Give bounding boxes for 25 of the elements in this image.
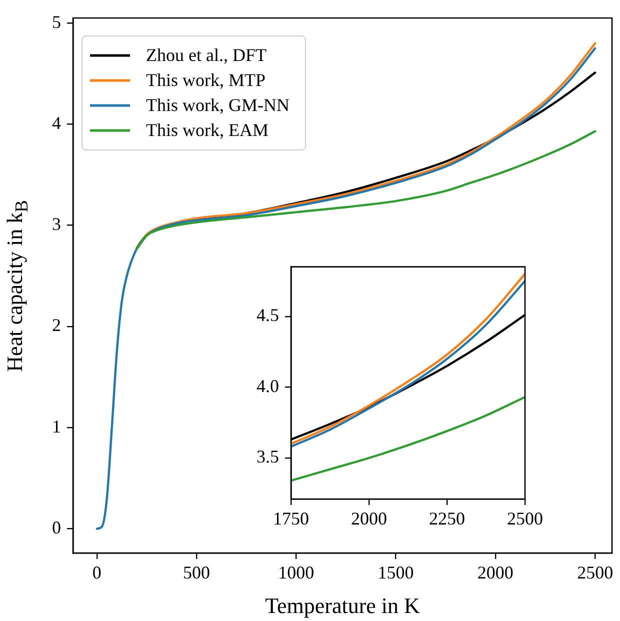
x-axis-title: Temperature in K [265, 593, 420, 619]
y-tick-label: 4.5 [256, 305, 279, 326]
y-tick-label: 3.5 [256, 446, 279, 467]
y-tick-label: 1 [52, 416, 61, 436]
x-tick-label: 2500 [577, 562, 614, 583]
x-tick-label: 1000 [278, 562, 314, 583]
legend-label: This work, MTP [146, 70, 266, 90]
x-tick-label: 1750 [273, 508, 309, 529]
x-tick-label: 500 [183, 562, 210, 583]
legend-label: This work, EAM [146, 120, 268, 140]
y-tick-label: 5 [52, 12, 61, 32]
line-series [291, 396, 525, 482]
x-tick-label: 2000 [477, 562, 514, 583]
x-tick-label: 2000 [351, 508, 387, 529]
legend-label: Zhou et al., DFT [146, 45, 266, 66]
y-tick-label: 4 [52, 112, 61, 133]
line-series [96, 47, 596, 530]
x-tick-label: 0 [92, 562, 102, 583]
legend-label: This work, GM-NN [146, 95, 290, 116]
y-tick-label: 3 [52, 214, 61, 234]
x-tick-label: 2500 [507, 508, 543, 529]
y-tick-label: 4.0 [256, 376, 279, 396]
x-tick-label: 1500 [378, 562, 414, 583]
x-tick-label: 2250 [429, 508, 465, 529]
y-tick-label: 2 [52, 315, 61, 336]
